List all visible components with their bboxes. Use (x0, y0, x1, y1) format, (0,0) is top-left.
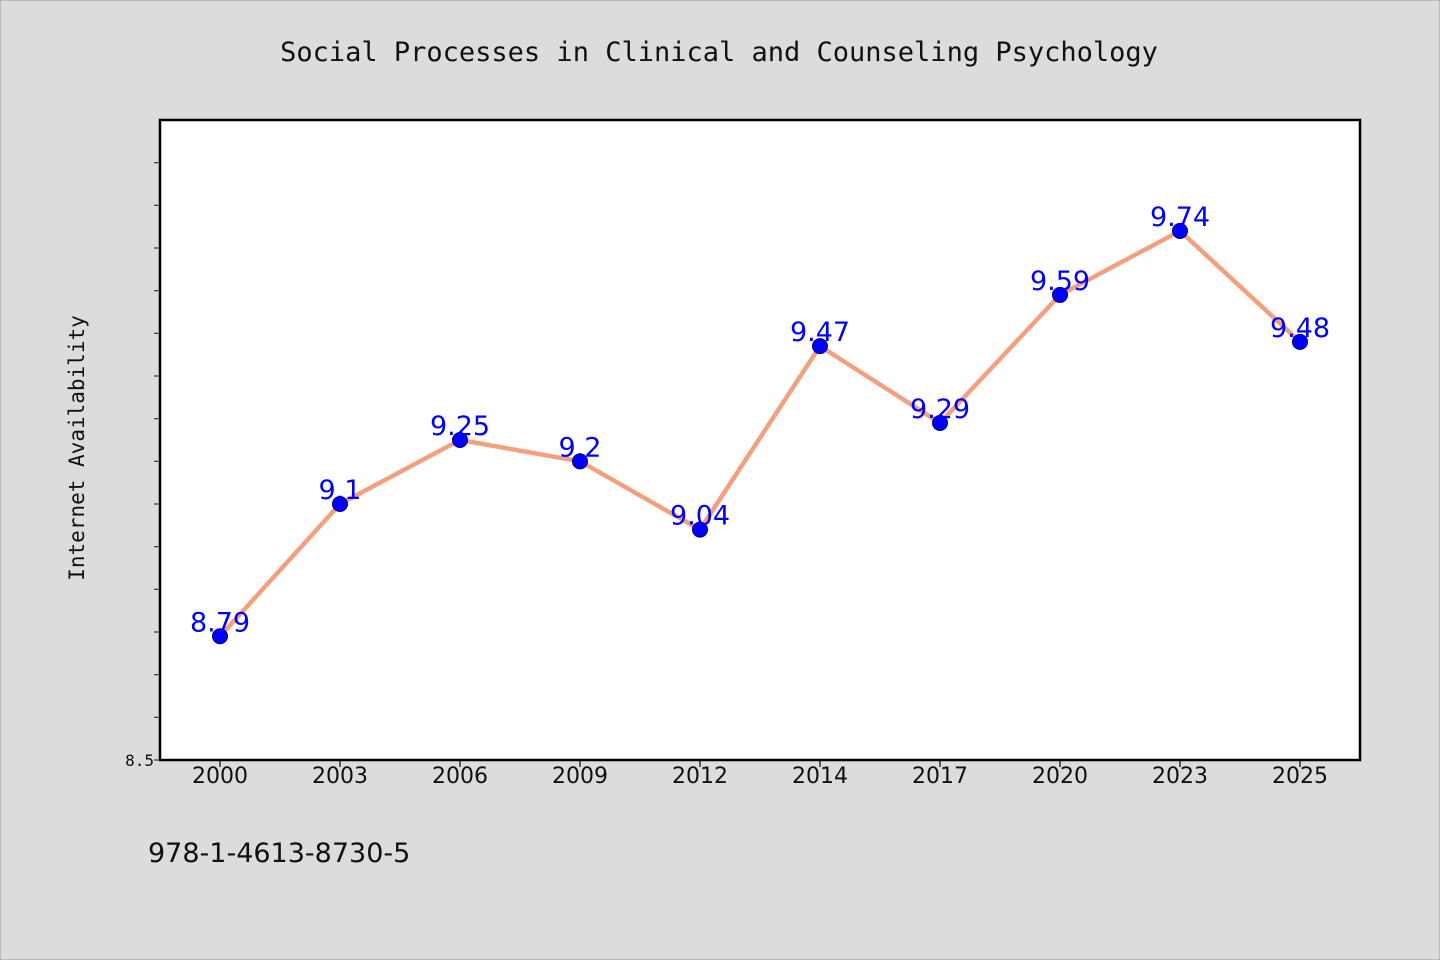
data-point (1172, 222, 1188, 239)
data-point (332, 496, 348, 512)
data-label: 9.25 (430, 411, 490, 442)
x-tick-label: 2014 (792, 764, 848, 789)
data-point (1052, 286, 1068, 303)
series-line (217, 228, 1303, 639)
y-axis-label: Internet Availability (65, 315, 89, 581)
x-tick-label: 2009 (552, 764, 608, 789)
x-tick-label: 2012 (672, 764, 728, 789)
series-group: 8.79 9.1 9.25 9.2 9.04 9.47 9.29 9.59 9.74 9.48 (190, 202, 1330, 645)
data-point (1292, 333, 1308, 350)
data-point (812, 338, 828, 355)
x-tick-label: 2003 (312, 764, 368, 789)
chart-title: Social Processes in Clinical and Counsel… (280, 37, 1158, 68)
y-tick-label: 8.5 (125, 751, 154, 770)
data-point (212, 628, 228, 645)
data-label: 9.48 (1270, 313, 1330, 344)
x-tick-label: 2023 (1152, 764, 1208, 789)
data-label: 9.1 (319, 475, 362, 506)
x-tick-label: 2000 (192, 764, 248, 789)
data-label: 9.04 (670, 501, 730, 532)
x-tick-label: 2006 (432, 764, 488, 789)
x-tick-label: 2020 (1032, 764, 1088, 789)
data-label: 9.59 (1030, 266, 1090, 297)
data-label: 9.2 (559, 432, 602, 463)
data-label: 9.47 (790, 317, 850, 348)
data-point (452, 432, 468, 448)
data-label: 9.29 (910, 394, 970, 425)
data-point (932, 414, 948, 431)
x-tick-label: 2017 (912, 764, 968, 789)
x-axis-ticks: 2000 2003 2006 2009 2012 2014 2017 2020 2023 2025 (192, 760, 1328, 789)
y-axis-ticks: 8.5 (125, 162, 160, 770)
data-point (692, 521, 708, 538)
data-label: 8.79 (190, 607, 250, 638)
x-tick-label: 2025 (1272, 764, 1328, 789)
data-point (572, 453, 588, 470)
data-label: 9.74 (1150, 202, 1210, 233)
isbn-label: 978-1-4613-8730-5 (148, 838, 410, 869)
